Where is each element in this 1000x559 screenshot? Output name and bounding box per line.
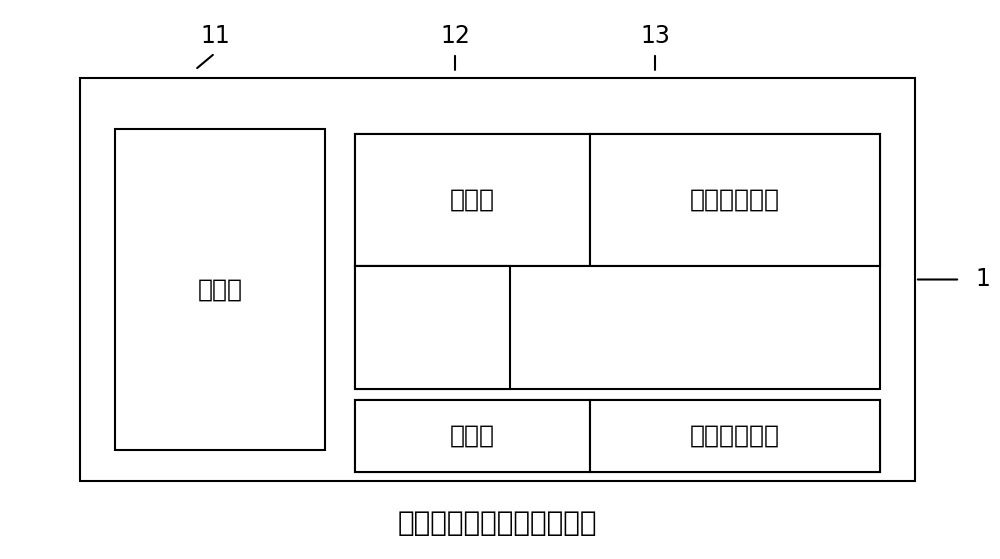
Text: 智能识别模块: 智能识别模块 — [690, 424, 780, 448]
Bar — [590, 134, 880, 266]
Bar — [355, 266, 510, 389]
Text: 12: 12 — [440, 25, 470, 48]
Bar — [355, 134, 590, 266]
Text: 多频肿瘤热消融的消融设备: 多频肿瘤热消融的消融设备 — [398, 509, 597, 537]
Bar — [355, 134, 880, 266]
Text: 11: 11 — [200, 25, 230, 48]
Text: 智能识别模块: 智能识别模块 — [690, 188, 780, 212]
Text: 1: 1 — [975, 268, 990, 291]
Bar — [355, 266, 880, 389]
Text: 治疗针: 治疗针 — [450, 188, 495, 212]
Bar — [355, 400, 590, 472]
Text: 治疗针: 治疗针 — [450, 424, 495, 448]
Bar — [590, 400, 880, 472]
Text: 消融仪: 消融仪 — [198, 277, 242, 301]
Bar — [115, 129, 325, 450]
Bar — [80, 78, 915, 481]
Bar — [355, 400, 880, 472]
Text: 13: 13 — [640, 25, 670, 48]
